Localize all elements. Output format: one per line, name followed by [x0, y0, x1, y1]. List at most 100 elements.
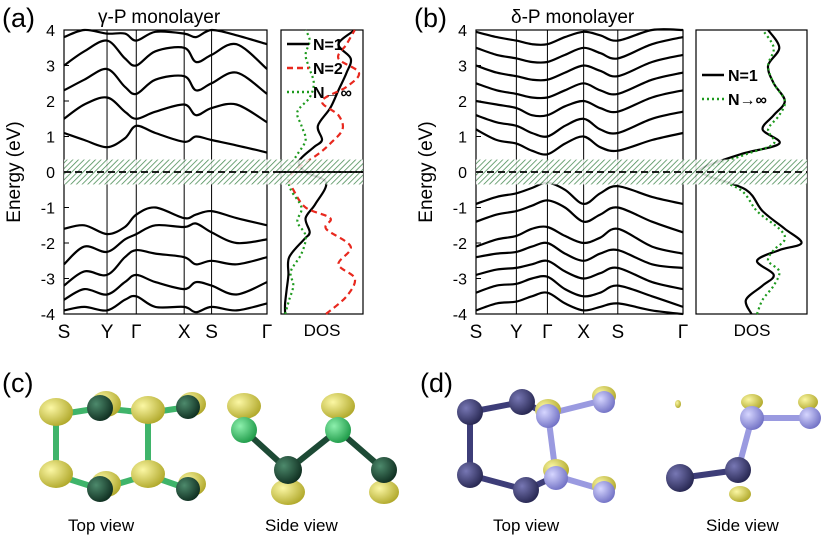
k-point-label: S: [58, 322, 71, 343]
dos-legend: N=1 N=2 N→∞: [287, 37, 352, 102]
k-point-label: Γ: [678, 322, 688, 343]
band-line: [63, 273, 268, 301]
y-tick-label: 0: [46, 165, 55, 182]
dos-gamma: N=1 N=2 N→∞ DOS: [280, 29, 364, 340]
caption-top-view-d: Top view: [493, 516, 560, 535]
y-tick-label: -4: [453, 307, 467, 324]
y-tick-label: -2: [453, 236, 467, 253]
orbitals: [227, 393, 399, 505]
band-lines: [63, 28, 268, 314]
y-tick-label: 1: [458, 130, 467, 147]
y-tick-label: -4: [41, 307, 55, 324]
band-line: [475, 36, 684, 64]
band-line: [475, 241, 684, 269]
y-tick-label: 1: [46, 130, 55, 147]
band-line: [63, 124, 268, 154]
panel-title-b: δ-P monolayer: [511, 7, 635, 28]
legend-label: N=2: [313, 61, 343, 78]
k-point-label: X: [577, 322, 590, 343]
band-line: [63, 39, 268, 70]
y-tick-label: -2: [41, 236, 55, 253]
atoms: [666, 406, 821, 492]
panel-letter-d: (d): [420, 368, 453, 398]
gamma-side-view: [227, 393, 399, 505]
band-line: [63, 248, 268, 287]
band-line: [475, 110, 684, 138]
gamma-top-view: [39, 391, 206, 502]
dos-legend: N=1 N→∞: [702, 68, 767, 109]
k-point-label: S: [611, 322, 624, 343]
dos-delta: N=1 N→∞ DOS: [695, 29, 808, 340]
k-point-label: X: [178, 322, 191, 343]
band-line: [63, 67, 268, 96]
k-point-label: S: [205, 322, 218, 343]
caption-side-view-d: Side view: [706, 516, 779, 535]
y-tick-label: 3: [458, 59, 467, 76]
band-line: [475, 291, 684, 316]
atoms: [457, 389, 615, 503]
y-axis-ticks: -4 -3 -2 -1 0 1 2 3 4: [41, 23, 69, 324]
atoms: [231, 417, 397, 484]
band-line: [63, 96, 268, 124]
y-axis-label-a: Energy (eV): [4, 121, 25, 222]
band-line: [475, 199, 684, 234]
y-tick-label: -3: [41, 272, 55, 289]
dos-xlabel: DOS: [734, 321, 771, 340]
y-tick-label: 4: [46, 23, 55, 40]
band-line: [475, 274, 684, 308]
orbitals: [675, 394, 818, 502]
y-tick-label: 2: [46, 94, 55, 111]
y-tick-label: -3: [453, 272, 467, 289]
caption-side-view-c: Side view: [265, 516, 338, 535]
legend-label: N=1: [313, 37, 343, 54]
dos-xlabel: DOS: [304, 321, 341, 340]
legend-label: N=1: [728, 68, 758, 85]
atoms: [87, 395, 200, 502]
k-point-label: Γ: [131, 322, 141, 343]
panel-letter-a: (a): [2, 3, 35, 33]
band-line: [475, 225, 684, 255]
y-axis-ticks: -4 -3 -2 -1 0 1 2 3 4: [453, 23, 481, 324]
y-tick-label: 0: [458, 165, 467, 182]
bonds: [241, 427, 387, 473]
k-point-label: Γ: [542, 322, 552, 343]
legend-label: N→∞: [728, 92, 767, 109]
dos-line: [287, 29, 361, 315]
k-point-label: Γ: [262, 322, 272, 343]
band-line: [63, 222, 268, 266]
band-line: [475, 181, 684, 205]
gap-region-gamma: [64, 159, 363, 185]
y-tick-label: 4: [458, 23, 467, 40]
y-tick-label: 2: [458, 94, 467, 111]
band-line: [475, 28, 684, 46]
caption-top-view-c: Top view: [68, 516, 135, 535]
y-tick-label: -1: [41, 201, 55, 218]
band-lines: [475, 28, 684, 316]
band-line: [475, 89, 684, 118]
panel-title-a: γ-P monolayer: [98, 7, 221, 28]
band-line: [475, 128, 684, 156]
delta-top-view: [457, 386, 616, 503]
k-point-label: Y: [101, 322, 114, 343]
k-point-label: S: [470, 322, 483, 343]
gap-region-delta: [476, 159, 807, 185]
legend-label: N→∞: [313, 85, 352, 102]
delta-side-view: [666, 394, 821, 502]
panel-letter-c: (c): [2, 368, 33, 398]
y-tick-label: -1: [453, 201, 467, 218]
y-axis-label-b: Energy (eV): [416, 121, 437, 222]
band-line: [63, 28, 268, 46]
band-line: [475, 259, 684, 291]
y-tick-label: 3: [46, 59, 55, 76]
panel-letter-b: (b): [414, 3, 447, 33]
band-line: [475, 71, 684, 100]
bonds: [53, 404, 191, 492]
k-point-label: Y: [510, 322, 523, 343]
band-line: [63, 206, 268, 236]
band-line: [475, 53, 684, 82]
band-line: [63, 294, 268, 314]
